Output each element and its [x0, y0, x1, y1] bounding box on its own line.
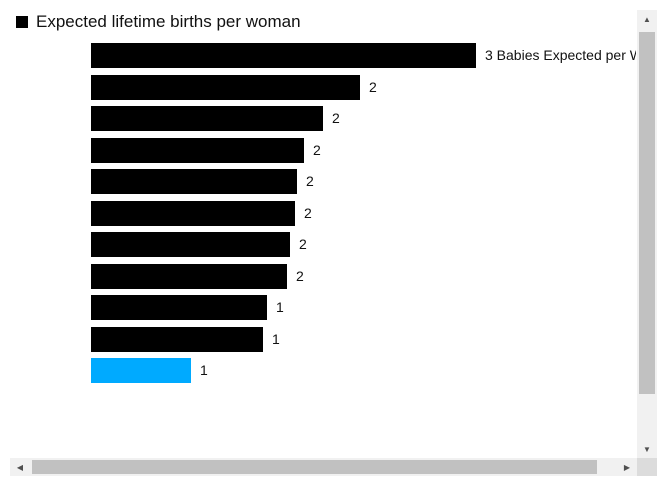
- scroll-up-arrow[interactable]: ▲: [637, 10, 657, 28]
- chevron-right-icon: ▶: [623, 462, 631, 472]
- scroll-left-arrow[interactable]: ◀: [10, 458, 30, 476]
- bar-israel: [91, 43, 476, 68]
- bar-germany: [91, 232, 290, 257]
- bar-us: [91, 137, 304, 163]
- scroll-down-arrow[interactable]: ▼: [637, 440, 657, 458]
- horizontal-scroll-thumb[interactable]: [32, 460, 597, 474]
- vertical-scroll-thumb[interactable]: [639, 32, 655, 394]
- chevron-left-icon: ◀: [16, 462, 24, 472]
- bar-australia: [91, 169, 297, 194]
- bar-korea: [91, 358, 191, 383]
- legend: Expected lifetime births per woman: [16, 12, 301, 32]
- chart-viewport: Expected lifetime births per woman Israe…: [16, 12, 636, 383]
- chevron-up-icon: ▲: [643, 14, 651, 24]
- chevron-down-icon: ▼: [643, 444, 651, 454]
- value-label: 1: [200, 362, 208, 378]
- value-label: 2: [304, 204, 312, 221]
- bar-spain: [91, 295, 267, 320]
- bar-mexico: [91, 74, 360, 100]
- value-label: 2: [369, 78, 377, 95]
- legend-label: Expected lifetime births per woman: [36, 12, 301, 31]
- value-label: 2: [313, 141, 321, 158]
- bar-japan: [91, 326, 263, 352]
- value-label: 1: [272, 330, 280, 347]
- bar-uk: [91, 200, 295, 226]
- horizontal-scrollbar[interactable]: ◀ ▶: [10, 458, 637, 476]
- vertical-scrollbar[interactable]: ▲ ▼: [637, 10, 657, 458]
- value-label: 3 Babies Expected per Woman: [485, 47, 636, 63]
- scroll-right-arrow[interactable]: ▶: [617, 458, 637, 476]
- value-label: 1: [276, 299, 284, 315]
- scrollbar-corner: [637, 458, 657, 476]
- value-label: 2: [332, 110, 340, 126]
- value-label: 2: [299, 236, 307, 252]
- bar-france: [91, 106, 323, 131]
- legend-swatch: [16, 16, 28, 28]
- bar-canada: [91, 263, 287, 289]
- value-label: 2: [306, 173, 314, 189]
- value-label: 2: [296, 267, 304, 284]
